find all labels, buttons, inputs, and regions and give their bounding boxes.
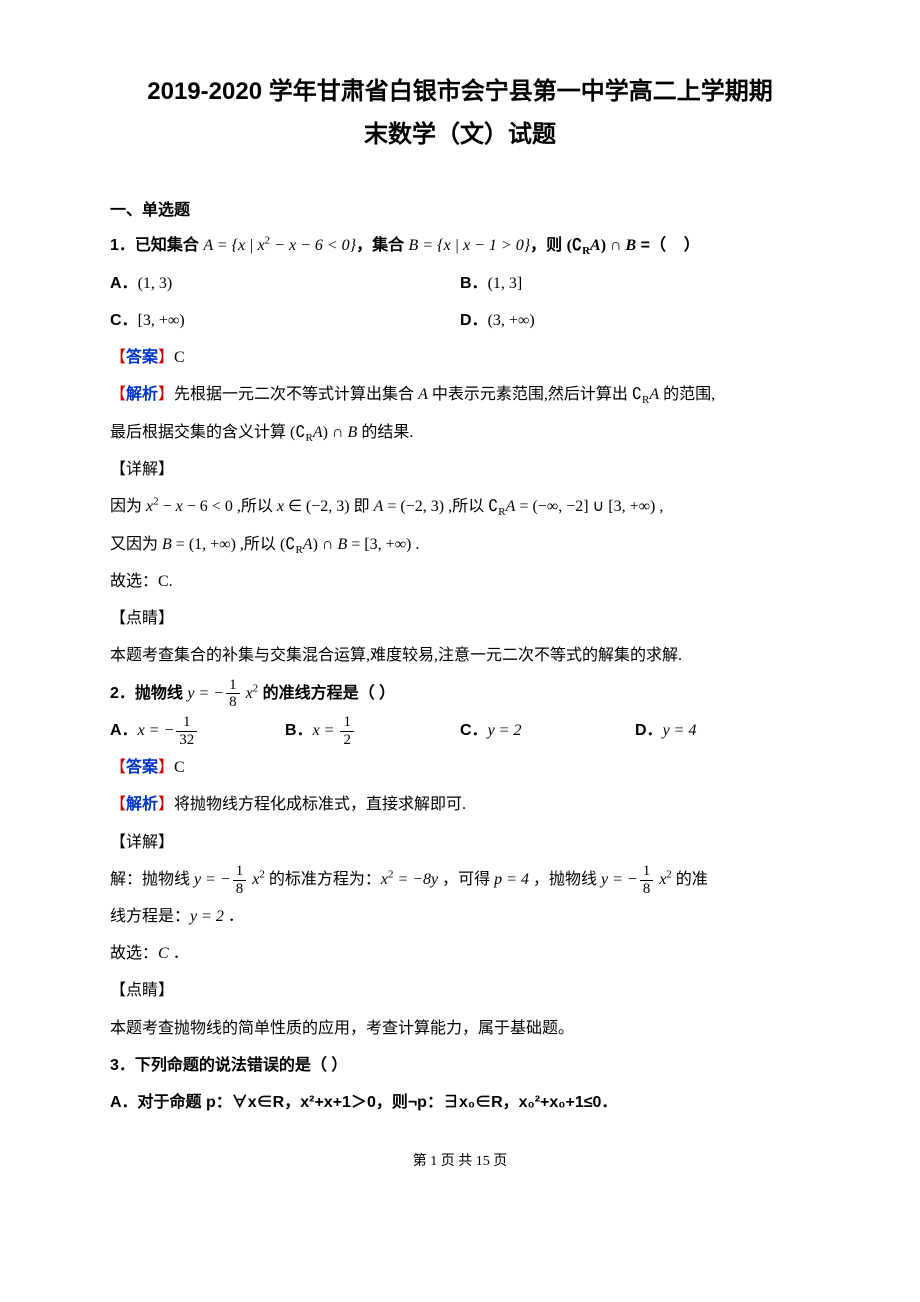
bracket-left-icon: 【	[110, 349, 126, 366]
q1-stem: 1．已知集合 A = {x | x2 − x − 6 < 0}，集合 B = {…	[110, 228, 810, 263]
q2-analysis-line: 【解析】将抛物线方程化成标准式，直接求解即可.	[110, 787, 810, 822]
q2-detail-line3: 故选：C ．	[110, 936, 810, 971]
analysis-label: 解析	[126, 796, 158, 813]
q2-prefix: 2．抛物线	[110, 685, 187, 702]
q2-opt-c: C．y = 2	[460, 713, 635, 748]
q2-detail-line2: 线方程是：y = 2 ．	[110, 899, 810, 934]
bracket-right-icon: 】	[158, 759, 174, 776]
q1-prefix: 1．已知集合	[110, 237, 203, 254]
q2-opt-a: A．x = −132	[110, 713, 285, 748]
remark-heading: 【点睛】	[110, 601, 810, 636]
q1-detail-line3: 故选：C.	[110, 564, 810, 599]
q1-answer: C	[174, 349, 185, 366]
q1-opt-c: C．[3, +∞)	[110, 303, 460, 338]
q3-stem: 3．下列命题的说法错误的是（ ）	[110, 1048, 810, 1083]
q1-detail-line1: 因为 x2 − x − 6 < 0 ,所以 x ∈ (−2, 3) 即 A = …	[110, 489, 810, 524]
bracket-right-icon: 】	[158, 349, 174, 366]
q1-options-row2: C．[3, +∞) D．(3, +∞)	[110, 303, 810, 338]
document-title: 2019-2020 学年甘肃省白银市会宁县第一中学高二上学期期 末数学（文）试题	[110, 70, 810, 156]
bracket-left-icon: 【	[110, 796, 126, 813]
q1-opt-b: B．(1, 3]	[460, 266, 810, 301]
q1-options-row1: A．(1, 3) B．(1, 3]	[110, 266, 810, 301]
q1-opt-d: D．(3, +∞)	[460, 303, 810, 338]
q3-opt-a: A．对于命题 p：∀x∈R，x²+x+1＞0，则¬p：∃x₀∈R，x₀²+x₀+…	[110, 1085, 810, 1120]
q1-analysis-line2: 最后根据交集的含义计算 (∁RA) ∩ B 的结果.	[110, 415, 810, 450]
q1-answer-line: 【答案】C	[110, 340, 810, 375]
q2-stem: 2．抛物线 y = −18 x2 的准线方程是（ ）	[110, 676, 810, 711]
section-heading: 一、单选题	[110, 196, 810, 220]
q1-opt-a: A．(1, 3)	[110, 266, 460, 301]
page-container: 2019-2020 学年甘肃省白银市会宁县第一中学高二上学期期 末数学（文）试题…	[0, 0, 920, 1210]
q2-options: A．x = −132 B．x = 12 C．y = 2 D．y = 4	[110, 713, 810, 748]
q1-analysis-line1: 【解析】先根据一元二次不等式计算出集合 A 中表示元素范围,然后计算出 ∁RA …	[110, 377, 810, 412]
q2-opt-d: D．y = 4	[635, 713, 810, 748]
q1-remark-text: 本题考查集合的补集与交集混合运算,难度较易,注意一元二次不等式的解集的求解.	[110, 638, 810, 673]
q2-answer-line: 【答案】C	[110, 750, 810, 785]
analysis-label: 解析	[126, 386, 158, 403]
detail-heading: 【详解】	[110, 452, 810, 487]
q2-suffix: 的准线方程是（ ）	[258, 685, 395, 702]
q2-opt-b: B．x = 12	[285, 713, 460, 748]
remark-heading: 【点睛】	[110, 973, 810, 1008]
q1-tail: ，则 (∁RA) ∩ B =（ ）	[530, 237, 700, 254]
answer-label: 答案	[126, 759, 158, 776]
q1-set-b: B = {x | x − 1 > 0}	[409, 237, 531, 254]
title-line-2: 末数学（文）试题	[110, 113, 810, 156]
bracket-left-icon: 【	[110, 759, 126, 776]
bracket-right-icon: 】	[158, 386, 174, 403]
q2-equation: y = −18 x2	[187, 685, 258, 702]
q1-set-a: A = {x | x2 − x − 6 < 0}	[203, 237, 356, 254]
answer-label: 答案	[126, 349, 158, 366]
q2-detail-line1: 解：抛物线 y = −18 x2 的标准方程为：x2 = −8y ，可得 p =…	[110, 862, 810, 897]
bracket-left-icon: 【	[110, 386, 126, 403]
bracket-right-icon: 】	[158, 796, 174, 813]
q1-detail-line2: 又因为 B = (1, +∞) ,所以 (∁RA) ∩ B = [3, +∞) …	[110, 527, 810, 562]
detail-heading: 【详解】	[110, 825, 810, 860]
title-line-1: 2019-2020 学年甘肃省白银市会宁县第一中学高二上学期期	[110, 70, 810, 113]
q2-remark-text: 本题考查抛物线的简单性质的应用，考查计算能力，属于基础题。	[110, 1011, 810, 1046]
page-footer: 第 1 页 共 15 页	[110, 1150, 810, 1170]
q2-answer: C	[174, 759, 185, 776]
q2-analysis-text: 将抛物线方程化成标准式，直接求解即可.	[174, 796, 466, 813]
q1-mid: ，集合	[356, 237, 408, 254]
q1-analysis-text: 先根据一元二次不等式计算出集合 A 中表示元素范围,然后计算出 ∁RA 的范围,	[174, 386, 715, 403]
